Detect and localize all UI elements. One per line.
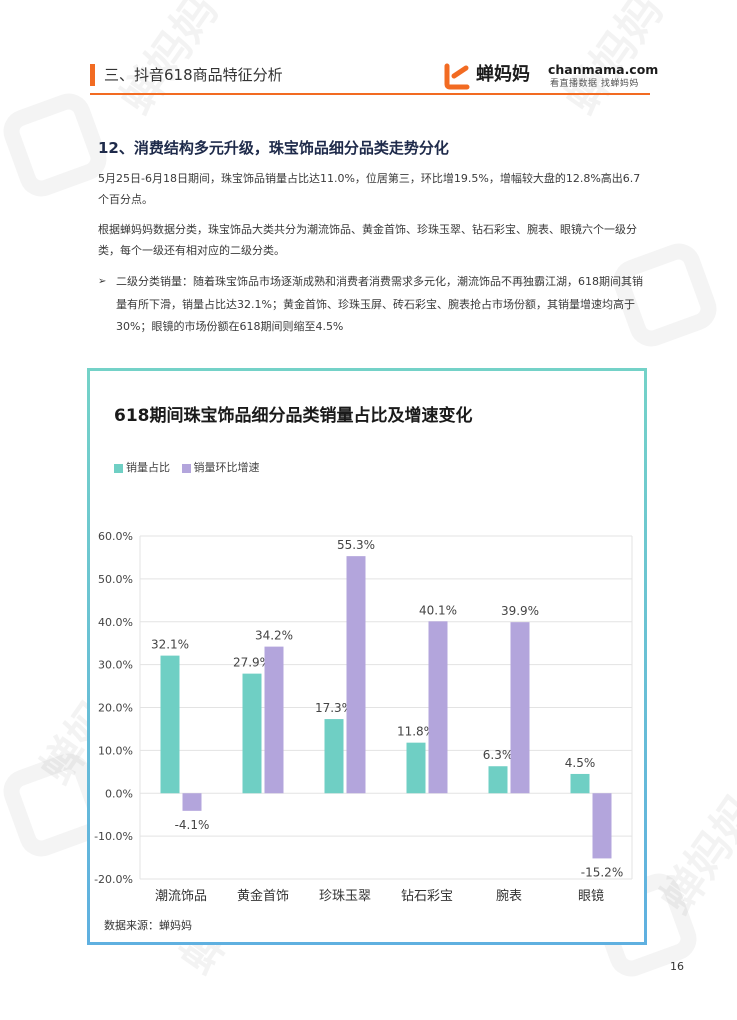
brand-slogan: 看直播数据 找蝉妈妈 [550,79,639,89]
data-label: 32.1% [151,638,189,652]
legend-label: 销量环比增速 [193,461,260,474]
y-tick-label: 50.0% [98,573,133,586]
bar [592,793,612,859]
chart-source: 数据来源：蝉妈妈 [104,919,192,932]
data-label: -15.2% [581,865,623,879]
bar [428,621,448,794]
watermark-text: 蝉妈妈 [642,780,737,925]
watermark-logo [0,87,113,203]
legend-swatch [114,464,123,473]
category-label: 珍珠玉翠 [319,889,371,904]
bar [510,622,530,794]
data-label: 17.3% [315,701,353,715]
header-accent-bar [90,64,95,86]
category-label: 钻石彩宝 [401,889,453,904]
data-label: 55.3% [337,538,375,552]
legend-item-share: 销量占比 [114,461,170,475]
chart-legend: 销量占比 销量环比增速 [114,461,268,475]
paragraph-2: 根据蝉妈妈数据分类，珠宝饰品大类共分为潮流饰品、黄金首饰、珍珠玉翠、钻石彩宝、腕… [98,223,637,257]
legend-label: 销量占比 [126,461,170,474]
data-label: 27.9% [233,656,271,670]
bar [570,773,590,794]
category-label: 眼镜 [578,889,604,904]
brand-domain: chanmama.com [548,62,659,77]
data-label: 6.3% [483,748,514,762]
data-label: 34.2% [255,629,293,643]
data-label: 40.1% [419,603,457,617]
bar [264,646,284,794]
bullet-text: 二级分类销量：随着珠宝饰品市场逐渐成熟和消费者消费需求多元化，潮流饰品不再独霸江… [116,275,643,333]
y-tick-label: -20.0% [94,873,133,886]
chart-frame: 618期间珠宝饰品细分品类销量占比及增速变化 销量占比 销量环比增速 60.0%… [87,368,647,945]
page-number: 16 [670,960,684,973]
paragraph-1: 5月25日-6月18日期间，珠宝饰品销量占比达11.0%，位居第三，环比增19.… [98,172,641,206]
y-tick-label: -10.0% [94,830,133,843]
bullet-arrow-icon: ➢ [98,276,107,287]
bar [242,673,262,794]
y-tick-label: 10.0% [98,744,133,757]
y-tick-label: 0.0% [105,787,133,800]
section-title: 三、抖音618商品特征分析 [104,66,283,84]
brand-name: 蝉妈妈 [476,64,530,85]
y-tick-label: 60.0% [98,530,133,543]
bar [406,742,426,794]
y-tick-label: 30.0% [98,659,133,672]
category-label: 黄金首饰 [237,888,289,904]
brand-logo-icon [444,63,470,90]
bar [346,556,366,794]
bar [160,655,180,794]
category-label: 潮流饰品 [155,889,207,904]
article-title: 12、消费结构多元升级，珠宝饰品细分品类走势分化 [98,139,449,157]
header-divider [90,93,650,95]
bar [324,719,344,794]
data-label: -4.1% [175,818,210,832]
page-header: 三、抖音618商品特征分析 蝉妈妈 chanmama.com 看直播数据 找蝉妈… [90,60,658,96]
data-label: 11.8% [397,725,435,739]
legend-swatch [181,464,191,473]
bar [488,766,508,794]
chart-title: 618期间珠宝饰品细分品类销量占比及增速变化 [114,406,473,426]
bar [182,793,202,811]
bar-chart: 60.0% 50.0% 40.0% 30.0% 20.0% 10.0% 0.0% -10.0%… [94,530,633,904]
category-label: 腕表 [496,888,522,904]
legend-item-growth: 销量环比增速 [181,461,260,475]
data-label: 4.5% [565,756,596,770]
y-tick-label: 20.0% [98,702,133,715]
y-tick-label: 40.0% [98,616,133,629]
data-label: 39.9% [501,604,539,618]
